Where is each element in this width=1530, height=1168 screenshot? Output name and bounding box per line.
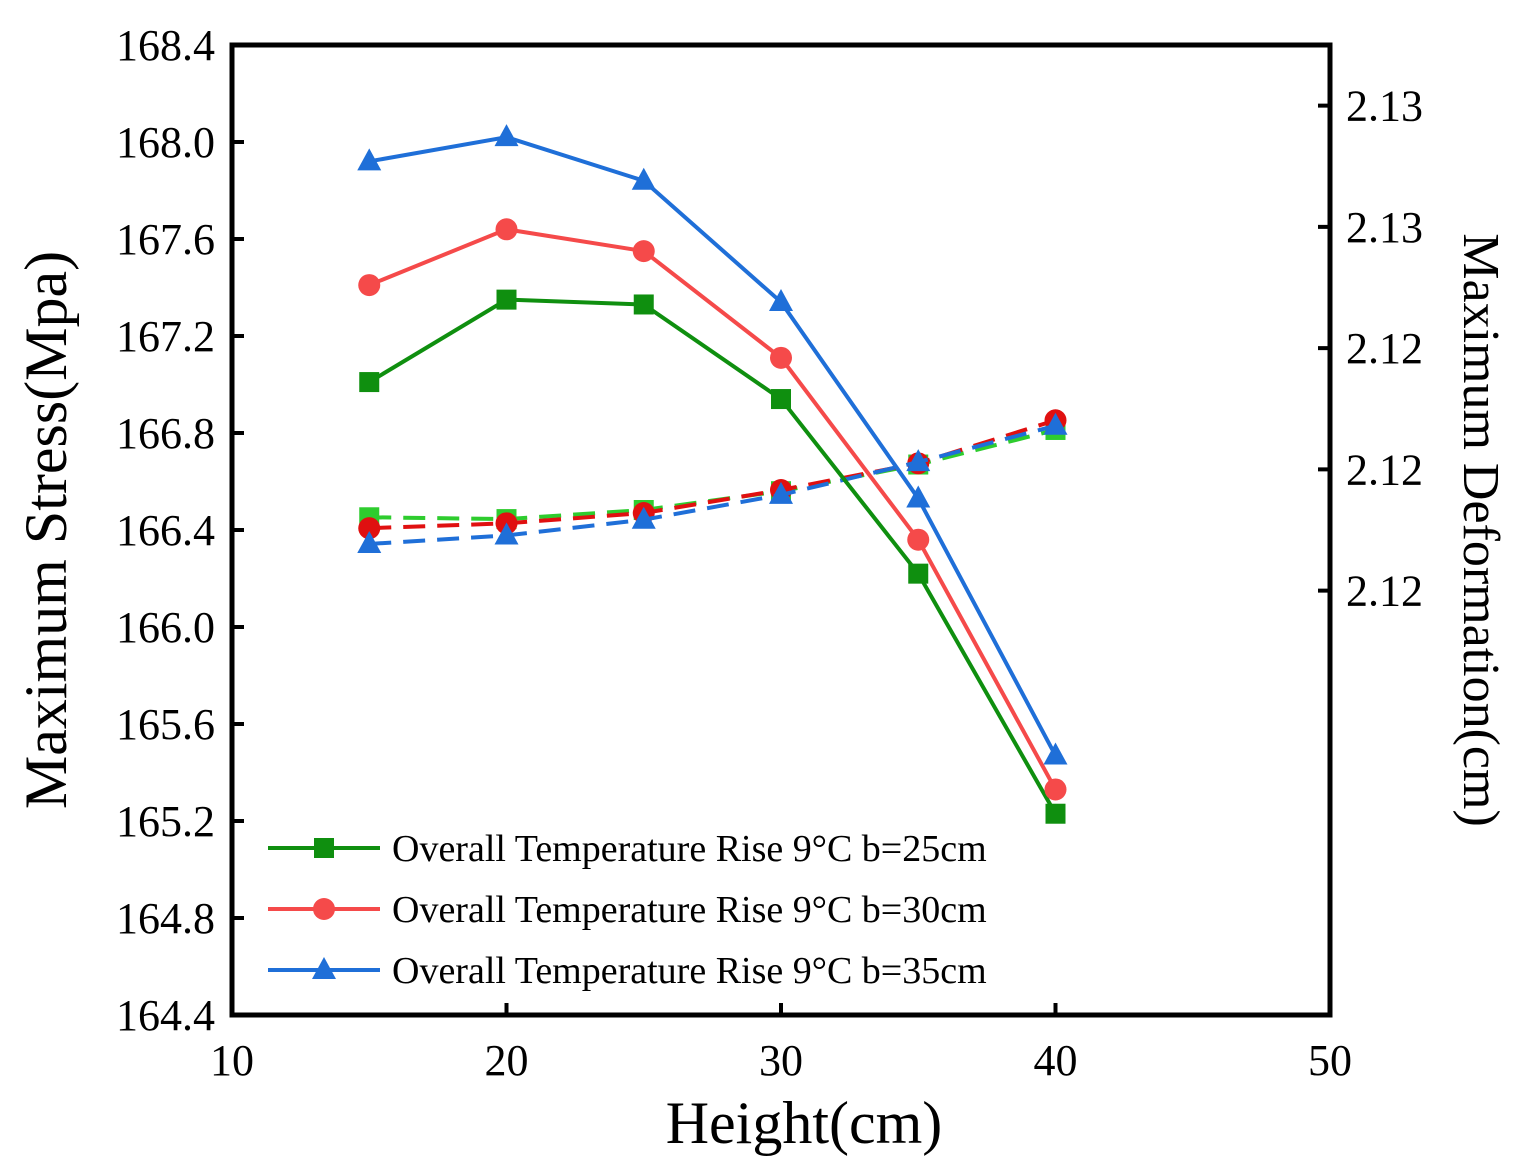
y-tick-label: 168.4 xyxy=(116,21,215,70)
stress-point-2-2 xyxy=(495,218,518,241)
deformation-point-3-4 xyxy=(769,481,793,504)
deformation-line-3 xyxy=(369,423,1057,546)
x-tick-label: 20 xyxy=(485,1036,529,1085)
stress-point-1-1 xyxy=(359,372,380,393)
legend-label-2: Overall Temperature Rise 9°C b=30cm xyxy=(392,889,987,931)
y2-tick-label: 2.13 xyxy=(1346,82,1423,131)
stress-point-2-1 xyxy=(358,274,381,297)
stress-point-3-3 xyxy=(631,167,656,190)
stress-point-1-3 xyxy=(633,294,654,315)
y2-tick-label: 2.12 xyxy=(1346,567,1423,616)
stress-point-3-2 xyxy=(494,124,519,147)
stress-point-3-6 xyxy=(1043,742,1068,765)
y-tick-label: 165.2 xyxy=(116,797,215,846)
stress-point-2-4 xyxy=(770,346,792,369)
deformation-point-2-1 xyxy=(358,517,381,540)
y-axis-title: Maximum Stress(Mpa) xyxy=(13,251,79,809)
deformation-point-3-2 xyxy=(494,522,519,545)
stress-line-2 xyxy=(368,227,1058,791)
y-tick-label: 166.8 xyxy=(116,409,215,458)
y-tick-label: 166.4 xyxy=(116,506,215,555)
stress-point-2-6 xyxy=(1044,778,1067,801)
stress-point-3-1 xyxy=(357,148,382,171)
deformation-point-3-1 xyxy=(357,530,382,553)
stress-point-3-5 xyxy=(906,485,931,508)
stress-line-3 xyxy=(368,135,1058,757)
y2-tick-label: 2.12 xyxy=(1346,324,1423,373)
legend-marker-1 xyxy=(314,838,334,858)
stress-point-2-3 xyxy=(632,240,655,263)
y2-tick-label: 2.13 xyxy=(1346,203,1423,252)
legend-label-3: Overall Temperature Rise 9°C b=35cm xyxy=(392,950,987,992)
deformation-line-2 xyxy=(369,418,1057,531)
y-tick-label: 168.0 xyxy=(116,118,215,167)
y-tick-label: 167.6 xyxy=(116,215,215,264)
deformation-point-3-5 xyxy=(906,449,931,472)
x-tick-label: 40 xyxy=(1034,1036,1078,1085)
stress-point-1-5 xyxy=(908,563,929,584)
x-tick-label: 50 xyxy=(1308,1036,1352,1085)
y-tick-label: 166.0 xyxy=(116,603,215,652)
y2-axis-title: Maximum Deformation(cm) xyxy=(1452,233,1509,827)
legend-marker-2 xyxy=(313,898,335,920)
y-tick-label: 164.4 xyxy=(116,991,215,1040)
y-tick-label: 165.6 xyxy=(116,700,215,749)
axis-ticks: 10 20 30 40 50 168.4 168.0 167.6 167.2 166.8 166.4… xyxy=(116,21,1423,1085)
x-axis-title: Height(cm) xyxy=(666,1090,943,1156)
deformation-point-3-6 xyxy=(1043,412,1068,435)
deformation-point-3-3 xyxy=(631,506,656,529)
y-tick-label: 164.8 xyxy=(116,894,215,943)
stress-line-1 xyxy=(368,297,1058,815)
plot-content xyxy=(357,124,1068,824)
stress-point-1-4 xyxy=(771,389,791,410)
stress-point-1-2 xyxy=(496,289,517,310)
x-tick-label: 30 xyxy=(759,1036,803,1085)
legend-marker-3 xyxy=(312,957,336,979)
y2-tick-label: 2.12 xyxy=(1346,445,1423,494)
x-tick-label: 10 xyxy=(210,1036,254,1085)
stress-point-3-4 xyxy=(769,289,793,312)
stress-point-2-5 xyxy=(907,528,930,551)
legend-label-1: Overall Temperature Rise 9°C b=25cm xyxy=(392,828,987,870)
y-tick-label: 167.2 xyxy=(116,312,215,361)
legend: Overall Temperature Rise 9°C b=25cm Overa… xyxy=(268,828,987,992)
stress-point-1-6 xyxy=(1045,803,1066,824)
